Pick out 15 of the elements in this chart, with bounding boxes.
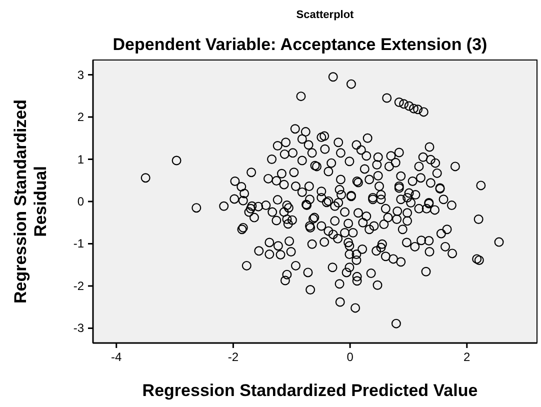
x-tick-label: 2: [464, 350, 471, 364]
y-tick-label: 1: [77, 152, 84, 166]
y-tick-label: 2: [77, 110, 84, 124]
y-tick-label: 3: [77, 68, 84, 82]
y-tick-label: -2: [73, 278, 84, 293]
y-tick-label: -3: [73, 321, 84, 336]
chart-subtitle: Dependent Variable: Acceptance Extension (3): [112, 35, 488, 54]
y-tick-label: -1: [73, 236, 84, 251]
y-axis-title: Regression Standardized Residual: [11, 99, 50, 304]
x-tick-label: -2: [228, 350, 239, 364]
chart-title: Scatterplot: [296, 9, 354, 21]
x-tick-label: -4: [111, 350, 122, 364]
x-axis-title: Regression Standardized Predicted Value: [142, 381, 478, 400]
x-tick-label: 0: [346, 350, 354, 364]
y-tick-label: 0: [77, 194, 84, 208]
